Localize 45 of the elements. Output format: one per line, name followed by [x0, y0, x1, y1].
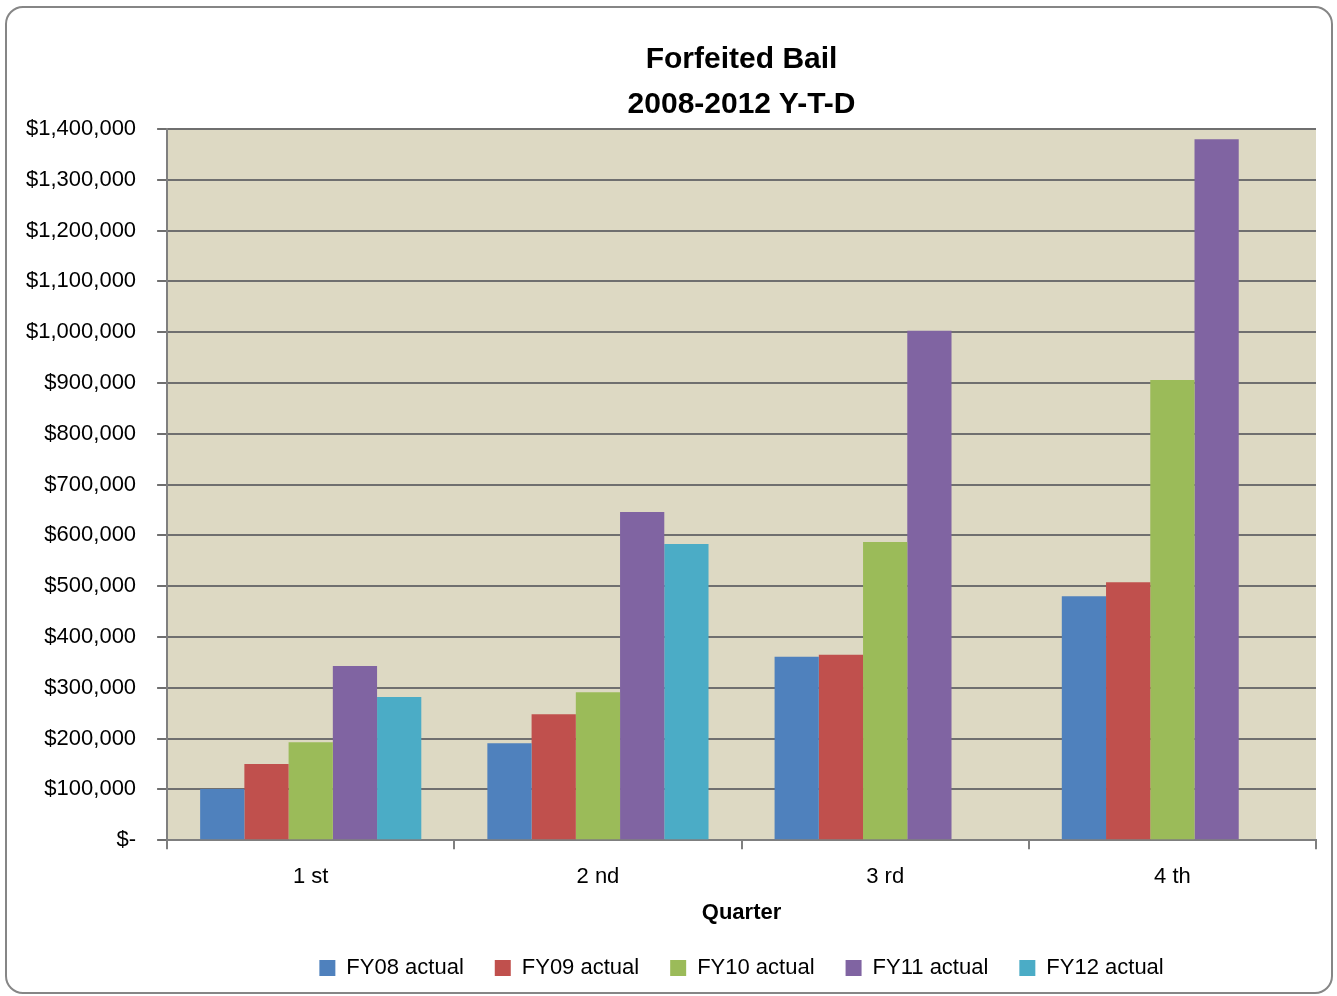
bar — [487, 743, 532, 840]
y-tick-label: $1,400,000 — [26, 115, 137, 141]
y-tick-label: $1,300,000 — [26, 165, 137, 191]
y-tick-label: $1,200,000 — [26, 216, 137, 242]
x-tick-label: 2 nd — [576, 863, 620, 889]
y-tick-label: $900,000 — [44, 369, 137, 395]
bar — [288, 742, 333, 840]
y-tick-label: $1,000,000 — [26, 318, 137, 344]
y-tick-label: $100,000 — [44, 775, 137, 801]
bar — [774, 656, 819, 840]
bar — [1106, 582, 1151, 840]
bar — [244, 764, 289, 840]
legend-label: FY10 actual — [697, 954, 815, 980]
bar — [818, 654, 864, 840]
bar — [620, 512, 665, 840]
y-tick-label: $200,000 — [44, 724, 137, 750]
y-tick-label: $- — [116, 826, 137, 852]
bar — [575, 692, 621, 840]
legend-label: FY11 actual — [872, 954, 989, 980]
y-tick-label: $300,000 — [44, 673, 137, 699]
legend-label: FY12 actual — [1046, 954, 1164, 980]
y-tick-label: $800,000 — [44, 419, 137, 445]
y-tick-label: $1,100,000 — [26, 267, 137, 293]
bar — [1194, 139, 1239, 840]
bar — [531, 714, 576, 840]
legend-label: FY08 actual — [346, 954, 464, 980]
x-tick-label: 3 rd — [866, 863, 905, 889]
y-tick-label: $700,000 — [44, 470, 137, 496]
bar — [664, 544, 709, 840]
chart-subtitle: 2008-2012 Y-T-D — [627, 86, 856, 120]
bar — [1061, 596, 1107, 840]
bar — [1150, 379, 1195, 840]
bar — [200, 788, 245, 840]
bar — [863, 542, 908, 840]
y-tick-label: $500,000 — [44, 572, 137, 598]
y-tick-label: $400,000 — [44, 623, 137, 649]
x-axis-title: Quarter — [701, 898, 782, 924]
x-tick-label: 1 st — [292, 863, 329, 889]
bar — [377, 696, 422, 840]
x-tick-label: 4 th — [1154, 863, 1191, 889]
legend-label: FY09 actual — [521, 954, 640, 980]
y-tick-label: $600,000 — [44, 521, 137, 547]
chart-title: Forfeited Bail — [645, 41, 838, 75]
bar — [907, 330, 952, 840]
bar — [332, 665, 378, 840]
